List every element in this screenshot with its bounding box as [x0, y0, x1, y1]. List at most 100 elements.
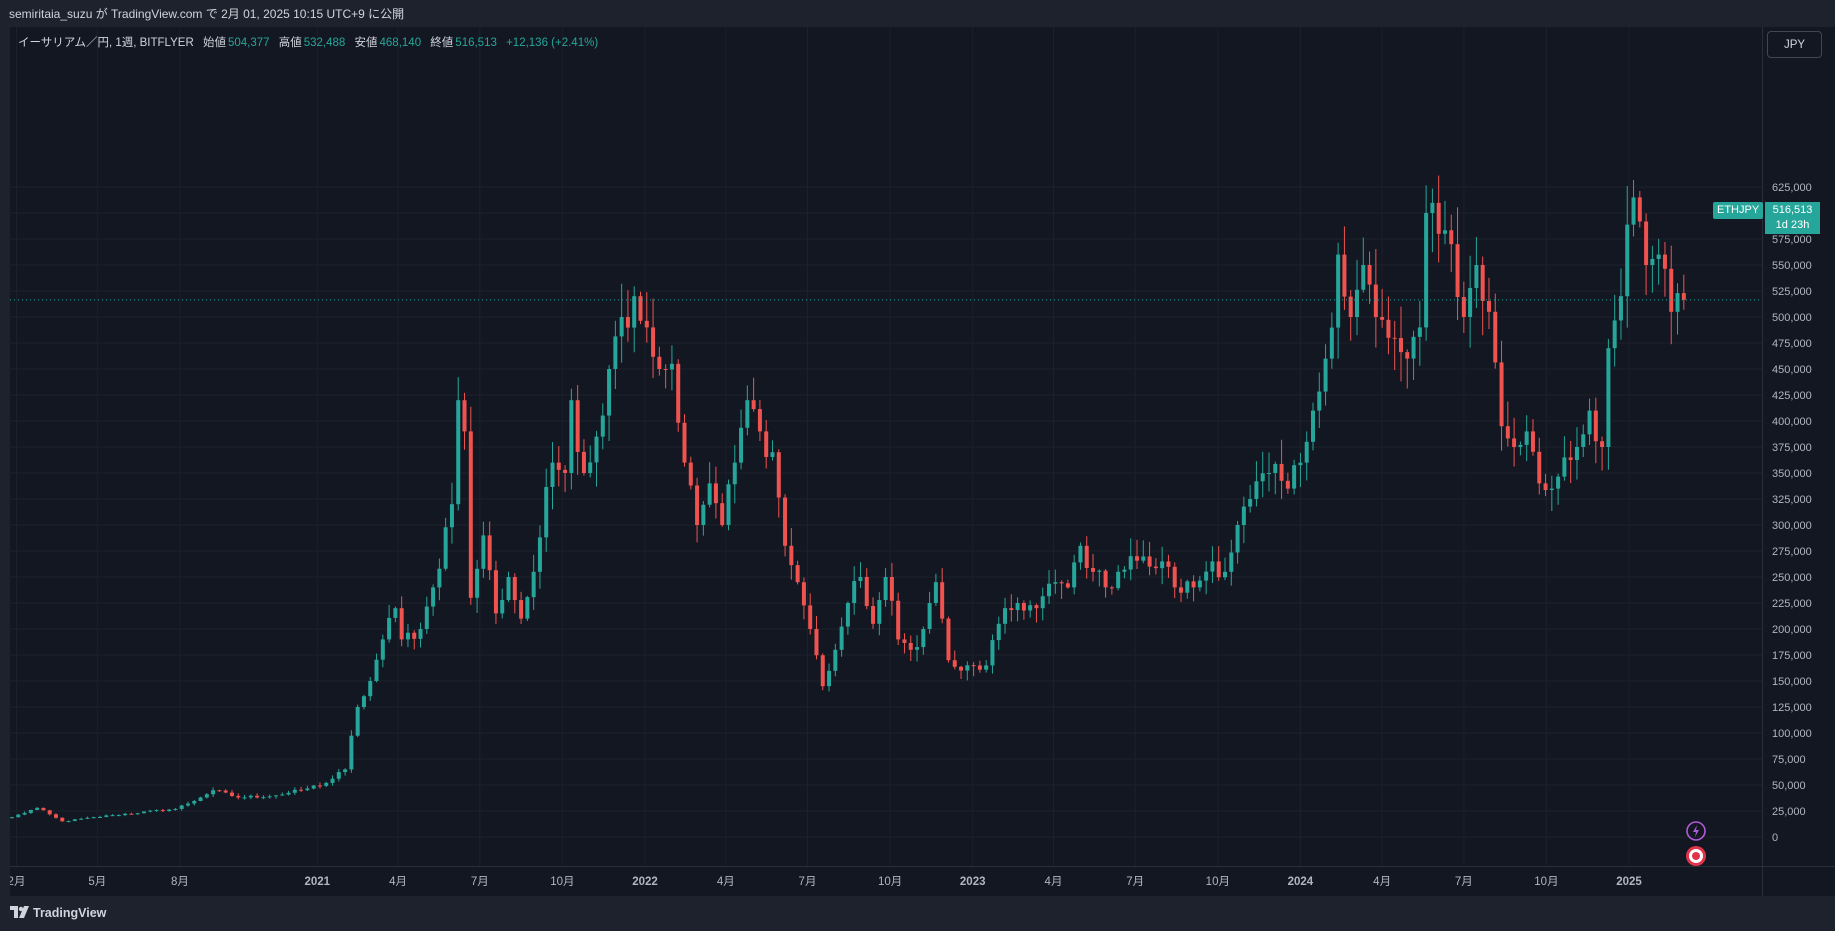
candle-body — [745, 400, 750, 428]
candle-body — [1197, 580, 1202, 588]
candle-body — [1028, 605, 1033, 611]
y-tick-label: 450,000 — [1772, 364, 1812, 376]
candle-body — [1386, 319, 1391, 338]
candle-body — [751, 400, 756, 410]
candle-body — [713, 483, 718, 504]
candle-body — [1147, 556, 1152, 567]
candle-body — [110, 815, 115, 817]
candle-body — [1103, 570, 1108, 588]
candle-body — [1637, 197, 1642, 222]
candle-body — [1248, 499, 1253, 507]
candle-body — [1593, 410, 1598, 442]
candle-body — [839, 626, 844, 650]
candle-body — [418, 629, 423, 639]
y-tick-label: 225,000 — [1772, 598, 1812, 610]
candle-body — [493, 570, 498, 614]
candle-body — [1304, 441, 1309, 463]
y-tick-label: 75,000 — [1772, 754, 1806, 766]
flash-icon[interactable] — [1685, 820, 1706, 841]
candle-body — [104, 815, 109, 817]
y-tick-label: 150,000 — [1772, 676, 1812, 688]
candle-body — [575, 400, 580, 452]
x-tick-label: 10月 — [1534, 876, 1558, 888]
candle-body — [1380, 317, 1385, 320]
candle-body — [600, 415, 605, 437]
candle-body — [676, 363, 681, 423]
candle-body — [990, 640, 995, 666]
candle-body — [1499, 362, 1504, 427]
tradingview-brand[interactable]: TradingView — [10, 906, 106, 920]
candle-body — [123, 813, 128, 816]
candle-body — [355, 707, 360, 736]
candlestick-chart[interactable]: 0 25,000 50,000 75,000 100,000 125,000 150,000… — [10, 27, 1835, 896]
candle-body — [726, 484, 731, 525]
candle-body — [657, 356, 662, 369]
candle-body — [141, 811, 146, 814]
candle-body — [783, 497, 788, 546]
candle-body — [808, 605, 813, 629]
brand-text: TradingView — [33, 906, 107, 920]
candle-body — [1587, 410, 1592, 435]
time-axis[interactable]: 2月 5月 8月 2021 4月 7月 10月 2022 4月 7月 10月 2023 4月 7月 10月 2… — [10, 876, 1642, 888]
candle-body — [1656, 254, 1661, 259]
x-tick-label: 8月 — [171, 876, 189, 888]
currency-button[interactable]: JPY — [1767, 31, 1822, 58]
candle-body — [1003, 608, 1008, 624]
candle-body — [965, 665, 970, 671]
candle-body — [91, 817, 96, 819]
candle-body — [1072, 562, 1077, 588]
candle-body — [79, 818, 84, 820]
y-tick-label: 100,000 — [1772, 728, 1812, 740]
y-tick-label: 25,000 — [1772, 806, 1806, 818]
x-tick-label: 7月 — [1455, 876, 1473, 888]
candle-body — [1109, 587, 1114, 589]
candle-body — [292, 789, 297, 793]
candle-body — [179, 805, 184, 809]
candle-body — [1310, 410, 1315, 442]
footer-bar — [0, 896, 1835, 931]
candle-body — [248, 795, 253, 798]
record-icon[interactable] — [1685, 845, 1706, 866]
chart-area[interactable]: 0 25,000 50,000 75,000 100,000 125,000 150,000… — [10, 27, 1835, 896]
price-axis[interactable]: 0 25,000 50,000 75,000 100,000 125,000 150,000… — [1772, 182, 1812, 844]
candle-body — [1091, 568, 1096, 572]
candle-body — [387, 617, 392, 640]
candle-body — [35, 807, 40, 810]
candle-body — [443, 527, 448, 569]
candle-body — [902, 639, 907, 643]
x-tick-label: 5月 — [88, 876, 106, 888]
candle-body — [613, 336, 618, 369]
candle-body — [1392, 337, 1397, 339]
candle-body — [1084, 545, 1089, 569]
candle-body — [933, 582, 938, 604]
y-tick-label: 275,000 — [1772, 546, 1812, 558]
candle-body — [1179, 587, 1184, 593]
candle-body — [550, 462, 555, 487]
candle-body — [688, 462, 693, 486]
x-tick-label: 10月 — [878, 876, 902, 888]
candle-body — [889, 577, 894, 601]
candle-body — [1568, 457, 1573, 461]
candle-body — [1600, 441, 1605, 447]
candle-body — [1153, 566, 1158, 569]
candle-body — [286, 792, 291, 795]
candle-body — [927, 603, 932, 629]
candle-body — [877, 600, 882, 624]
high-value: 532,488 — [303, 37, 346, 49]
candle-body — [192, 800, 197, 804]
candle-body — [456, 400, 461, 505]
candle-body — [1260, 473, 1265, 482]
candle-body — [305, 788, 310, 791]
candle-body — [299, 789, 304, 791]
candle-body — [569, 400, 574, 473]
candle-body — [198, 797, 203, 801]
candle-body — [701, 504, 706, 525]
candle-body — [845, 603, 850, 627]
candle-body — [1342, 254, 1347, 297]
candle-body — [858, 577, 863, 582]
price-tag-value: 516,513 — [1765, 202, 1820, 219]
candle-body — [1537, 451, 1542, 484]
x-tick-label: 2022 — [632, 876, 658, 888]
candle-body — [1292, 465, 1297, 489]
candle-body — [1436, 202, 1441, 234]
